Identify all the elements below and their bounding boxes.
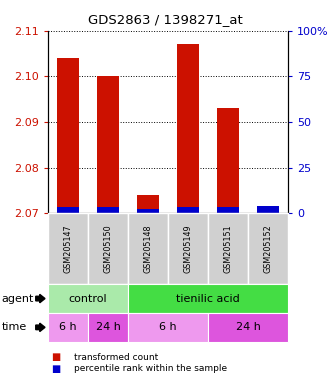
Bar <box>137 195 159 213</box>
Text: GSM205152: GSM205152 <box>263 224 272 273</box>
Text: time: time <box>2 322 27 333</box>
Text: 6 h: 6 h <box>159 322 177 333</box>
Bar <box>137 210 159 213</box>
Bar <box>57 58 79 213</box>
Bar <box>97 76 119 213</box>
Text: 24 h: 24 h <box>96 322 120 333</box>
Text: GSM205150: GSM205150 <box>104 224 113 273</box>
Text: GSM205149: GSM205149 <box>183 224 193 273</box>
Bar <box>177 45 199 213</box>
Bar <box>97 207 119 213</box>
Text: 6 h: 6 h <box>59 322 77 333</box>
Bar <box>177 207 199 213</box>
Bar <box>217 108 239 213</box>
Text: percentile rank within the sample: percentile rank within the sample <box>74 364 228 373</box>
Text: GSM205147: GSM205147 <box>64 224 72 273</box>
Bar <box>257 206 279 213</box>
Text: transformed count: transformed count <box>74 353 159 362</box>
Text: GSM205151: GSM205151 <box>223 224 232 273</box>
Bar <box>257 209 279 213</box>
Text: control: control <box>69 293 107 304</box>
Text: ■: ■ <box>51 352 61 362</box>
Text: 24 h: 24 h <box>236 322 260 333</box>
Bar <box>57 207 79 213</box>
Text: ■: ■ <box>51 364 61 374</box>
Text: GDS2863 / 1398271_at: GDS2863 / 1398271_at <box>88 13 243 26</box>
Bar <box>217 207 239 213</box>
Text: GSM205148: GSM205148 <box>143 224 153 273</box>
Text: tienilic acid: tienilic acid <box>176 293 240 304</box>
Text: agent: agent <box>2 293 34 304</box>
